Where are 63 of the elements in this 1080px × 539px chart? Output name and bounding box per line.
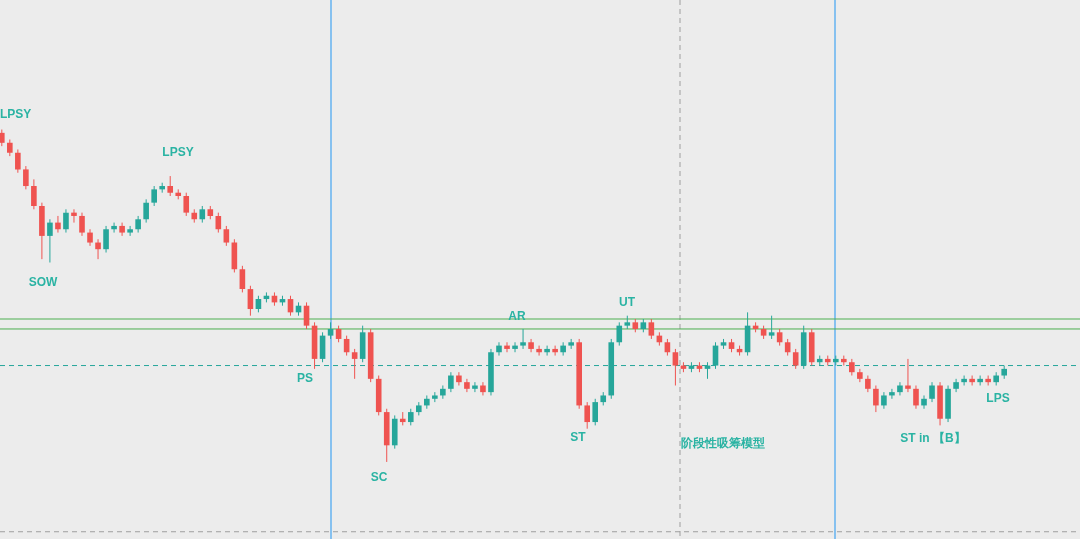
candlestick — [792, 348, 799, 370]
candlestick — [961, 375, 967, 386]
candlestick — [536, 345, 542, 357]
candlestick — [897, 381, 903, 396]
candlestick — [560, 341, 566, 357]
candlestick — [768, 315, 775, 340]
annotation: LPS — [986, 391, 1010, 405]
candlestick — [648, 318, 655, 340]
candlestick — [111, 222, 117, 234]
candlestick — [119, 222, 125, 237]
candlestick — [127, 225, 133, 237]
candlestick — [183, 192, 190, 217]
candlestick — [889, 388, 895, 400]
candlestick — [921, 394, 927, 410]
candlestick — [552, 345, 558, 357]
text: SC — [370, 470, 388, 484]
annotation: 阶段性吸筹模型 — [681, 436, 765, 450]
candlestick — [592, 398, 599, 426]
candlestick — [504, 341, 510, 353]
candlestick — [223, 225, 230, 247]
candlestick — [873, 384, 879, 413]
candlestick — [953, 378, 959, 393]
candlestick — [351, 348, 358, 380]
candlestick — [47, 218, 53, 263]
annotation: ST — [570, 430, 587, 444]
candlestick — [528, 338, 534, 353]
candlestick — [440, 384, 446, 400]
candlestick — [480, 381, 486, 396]
candlestick — [95, 238, 101, 260]
annotation: PS — [296, 371, 314, 385]
candlestick — [544, 345, 550, 357]
candlestick — [55, 215, 61, 234]
candlestick — [79, 212, 85, 237]
annotation: AR — [508, 309, 526, 323]
annotation: ST in 【B】 — [900, 431, 966, 445]
candlestick — [456, 371, 462, 386]
candlestick — [977, 375, 983, 386]
candlestick — [616, 321, 623, 347]
candlestick — [969, 375, 975, 386]
candlestick — [151, 185, 157, 207]
candlestick — [496, 341, 502, 357]
candlestick — [913, 384, 919, 410]
candlestick — [448, 371, 454, 393]
candlestick — [71, 208, 77, 224]
candlestick — [672, 348, 679, 386]
candlestick — [520, 328, 526, 350]
candlestick — [167, 175, 174, 197]
candlestick — [31, 178, 37, 210]
candlestick — [15, 148, 21, 174]
candlestick — [23, 165, 29, 190]
candlestick — [584, 401, 591, 430]
annotation: UT — [619, 295, 636, 309]
candlestick — [143, 198, 149, 224]
annotation: SOW — [28, 275, 58, 289]
candlestick — [464, 378, 470, 393]
candlestick — [929, 381, 935, 403]
candlestick — [63, 208, 69, 234]
candlestick — [472, 381, 478, 393]
candlestick — [512, 341, 518, 353]
candlestick — [103, 225, 109, 254]
candlestick — [905, 358, 911, 393]
annotation: LPSY — [162, 145, 194, 159]
text: LPSY — [0, 107, 32, 121]
